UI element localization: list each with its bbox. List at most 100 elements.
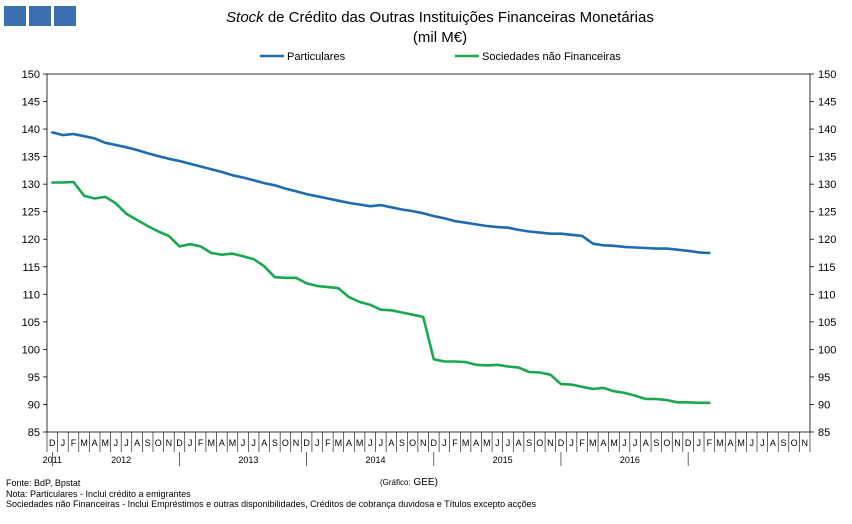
- logo-square: [4, 6, 26, 26]
- x-month-label: J: [124, 438, 129, 448]
- x-month-label: D: [49, 438, 56, 448]
- x-month-label: J: [633, 438, 638, 448]
- x-month-label: S: [526, 438, 532, 448]
- y-tick-label-left: 135: [22, 152, 40, 164]
- y-tick-label-left: 145: [22, 97, 40, 109]
- x-month-label: A: [473, 438, 479, 448]
- x-month-label: J: [114, 438, 119, 448]
- x-month-label: A: [388, 438, 394, 448]
- x-month-label: J: [442, 438, 447, 448]
- x-month-label: J: [569, 438, 574, 448]
- y-tick-label-left: 110: [22, 289, 40, 301]
- x-month-label: N: [420, 438, 427, 448]
- x-month-label: D: [303, 438, 310, 448]
- y-tick-label-right: 100: [818, 344, 836, 356]
- x-month-label: F: [452, 438, 458, 448]
- x-month-label: A: [516, 438, 522, 448]
- x-month-label: F: [707, 438, 713, 448]
- x-month-label: S: [145, 438, 151, 448]
- x-month-label: A: [770, 438, 776, 448]
- logo-square: [29, 6, 51, 26]
- x-month-label: M: [610, 438, 618, 448]
- x-month-label: M: [716, 438, 724, 448]
- series-line-particulares: [50, 131, 711, 255]
- y-tick-label-right: 110: [818, 289, 836, 301]
- x-month-label: S: [399, 438, 405, 448]
- series-line-snf: [50, 180, 711, 405]
- x-month-label: S: [653, 438, 659, 448]
- x-month-label: F: [579, 438, 585, 448]
- y-tick-label-left: 85: [28, 427, 40, 439]
- x-month-label: O: [155, 438, 162, 448]
- x-month-label: A: [643, 438, 649, 448]
- x-month-label: M: [335, 438, 343, 448]
- logo-square: [54, 6, 76, 26]
- x-year-label: 2013: [238, 455, 258, 465]
- x-month-label: F: [325, 438, 331, 448]
- x-month-label: M: [462, 438, 470, 448]
- x-month-label: J: [495, 438, 500, 448]
- x-month-label: N: [166, 438, 173, 448]
- y-tick-label-right: 105: [818, 317, 836, 329]
- y-tick-label-left: 105: [22, 317, 40, 329]
- y-tick-label-left: 95: [28, 372, 40, 384]
- x-year-label: 2014: [365, 455, 385, 465]
- y-tick-label-right: 95: [818, 372, 830, 384]
- x-month-label: J: [379, 438, 384, 448]
- x-month-label: D: [685, 438, 692, 448]
- x-month-label: M: [80, 438, 88, 448]
- source-note: Fonte: BdP, Bpstat: [6, 478, 81, 488]
- y-tick-label-right: 115: [818, 262, 836, 274]
- x-month-label: J: [622, 438, 627, 448]
- x-month-label: M: [737, 438, 745, 448]
- x-month-label: J: [506, 438, 511, 448]
- x-month-label: J: [315, 438, 320, 448]
- y-tick-label-left: 125: [22, 207, 40, 219]
- x-year-label: 2016: [620, 455, 640, 465]
- x-month-label: S: [780, 438, 786, 448]
- x-month-label: J: [368, 438, 373, 448]
- y-tick-label-left: 130: [22, 179, 40, 191]
- y-tick-label-right: 135: [818, 152, 836, 164]
- chart-title-italic: Stock: [226, 9, 264, 26]
- x-month-label: S: [272, 438, 278, 448]
- x-month-label: N: [674, 438, 681, 448]
- x-month-label: J: [760, 438, 765, 448]
- chart-title-rest: de Crédito das Outras Instituições Finan…: [263, 9, 654, 26]
- graph-credit-label: (Gráfico:: [380, 478, 411, 487]
- x-month-label: O: [409, 438, 416, 448]
- x-month-label: D: [431, 438, 438, 448]
- y-tick-label-right: 85: [818, 427, 830, 439]
- x-year-label: 2011: [43, 455, 62, 465]
- x-month-label: O: [791, 438, 798, 448]
- x-month-label: A: [219, 438, 225, 448]
- y-tick-label-right: 130: [818, 179, 836, 191]
- y-tick-label-right: 140: [818, 124, 836, 136]
- y-tick-label-right: 145: [818, 97, 836, 109]
- x-month-label: D: [176, 438, 183, 448]
- y-tick-label-right: 150: [818, 69, 836, 81]
- x-month-label: J: [61, 438, 66, 448]
- x-year-label: 2012: [111, 455, 131, 465]
- x-month-label: A: [92, 438, 98, 448]
- y-tick-label-left: 115: [22, 262, 40, 274]
- y-tick-label-right: 120: [818, 234, 836, 246]
- x-month-label: N: [801, 438, 808, 448]
- note-particulares: Nota: Particulares - Inclui crédito a em…: [6, 489, 191, 499]
- y-tick-label-left: 150: [22, 69, 40, 81]
- x-month-label: M: [483, 438, 491, 448]
- y-tick-label-left: 100: [22, 344, 40, 356]
- y-tick-label-left: 140: [22, 124, 40, 136]
- x-month-label: O: [663, 438, 670, 448]
- x-month-label: N: [547, 438, 554, 448]
- legend-label-snf: Sociedades não Financeiras: [482, 51, 621, 63]
- y-tick-label-left: 120: [22, 234, 40, 246]
- graph-credit: (Gráfico: GEE): [380, 477, 438, 488]
- x-month-label: O: [282, 438, 289, 448]
- x-month-label: M: [589, 438, 597, 448]
- x-month-label: J: [188, 438, 193, 448]
- x-month-label: F: [71, 438, 77, 448]
- x-month-label: M: [208, 438, 216, 448]
- legend-label-particulares: Particulares: [287, 51, 346, 63]
